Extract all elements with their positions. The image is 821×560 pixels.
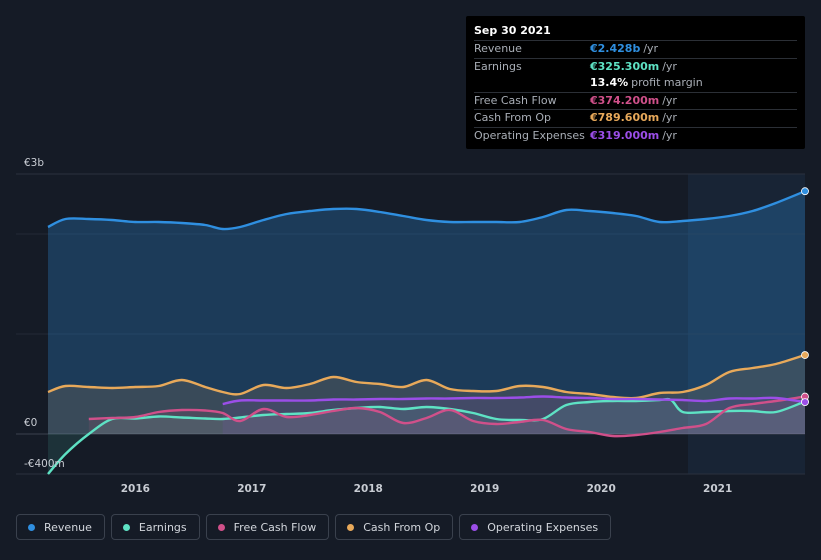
tooltip-row-value: €2.428b <box>590 42 641 55</box>
series-areas <box>48 191 806 474</box>
tooltip-row-label: Operating Expenses <box>474 128 585 142</box>
tooltip-row: Cash From Op €789.600m/yr <box>474 109 797 127</box>
tooltip-row-value: €374.200m <box>590 93 660 107</box>
earnings-line[interactable] <box>47 397 806 475</box>
x-tick-label: 2019 <box>470 483 499 495</box>
tooltip-row-unit: /yr <box>643 42 659 55</box>
earnings-area <box>48 399 805 474</box>
chart-legend: Revenue Earnings Free Cash Flow Cash From O… <box>16 514 612 542</box>
y-tick-label-top: €3b <box>24 157 44 169</box>
gridlines <box>16 173 805 475</box>
y-tick-label-zero: €0 <box>24 417 37 429</box>
legend-label: Free Cash Flow <box>233 520 317 534</box>
legend-item-operating-expenses[interactable]: Operating Expenses <box>459 514 612 540</box>
data-tooltip: Sep 30 2021 Revenue €2.428b/yr Earnings €32… <box>466 16 805 149</box>
tooltip-row-unit: /yr <box>662 111 677 124</box>
legend-item-earnings[interactable]: Earnings <box>110 514 200 540</box>
series-endpoints <box>801 187 809 407</box>
legend-item-cash-from-op[interactable]: Cash From Op <box>335 514 454 540</box>
tooltip-row-label <box>474 75 590 92</box>
operating-expenses-endpoint[interactable] <box>801 398 809 407</box>
legend-item-free-cash-flow[interactable]: Free Cash Flow <box>205 514 330 540</box>
tooltip-row-label: Revenue <box>474 42 522 55</box>
tooltip-rows: Revenue €2.428b/yr Earnings €325.300m/yr 13.… <box>474 40 797 144</box>
x-tick-label: 2017 <box>237 483 266 495</box>
series-lines <box>47 190 806 475</box>
x-tick-label: 2018 <box>354 483 383 495</box>
legend-dot-icon <box>471 523 479 531</box>
x-axis-ticks: 2016 2017 2018 2019 2020 2021 <box>121 483 733 495</box>
tooltip-row-label: Free Cash Flow <box>474 93 557 107</box>
y-tick-label-bottom: -€400m <box>24 458 65 470</box>
legend-label: Operating Expenses <box>487 520 599 534</box>
legend-item-revenue[interactable]: Revenue <box>16 514 105 540</box>
tooltip-row-label: Cash From Op <box>474 111 552 124</box>
tooltip-row-unit: /yr <box>662 93 677 107</box>
tooltip-row: Free Cash Flow €374.200m/yr <box>474 91 797 110</box>
legend-dot-icon <box>28 523 35 531</box>
tooltip-row-unit: /yr <box>662 59 677 73</box>
legend-label: Cash From Op <box>363 520 441 534</box>
revenue-endpoint[interactable] <box>801 187 809 196</box>
tooltip-row-value: €319.000m <box>590 128 660 142</box>
legend-dot-icon <box>347 523 355 531</box>
legend-dot-icon <box>122 523 130 531</box>
tooltip-row-unit: profit margin <box>631 76 703 89</box>
operating-expenses-line[interactable] <box>222 395 806 406</box>
tooltip-date: Sep 30 2021 <box>474 24 551 37</box>
legend-label: Earnings <box>138 520 187 534</box>
tooltip-row-value: €789.600m <box>590 111 660 124</box>
y-axis-ticks: €3b €0 -€400m <box>24 157 65 470</box>
tooltip-row-label: Earnings <box>474 59 522 73</box>
x-tick-label: 2021 <box>703 483 732 495</box>
operating-expenses-area <box>222 396 805 434</box>
legend-label: Revenue <box>44 520 92 534</box>
tooltip-row: Revenue €2.428b/yr <box>474 40 797 58</box>
tooltip-row: Operating Expenses €319.000m/yr <box>474 126 797 145</box>
tooltip-row: 13.4% profit margin <box>474 75 797 92</box>
tooltip-row-value: 13.4% <box>590 76 629 89</box>
x-tick-label: 2016 <box>121 483 150 495</box>
tooltip-row: Earnings €325.300m/yr <box>474 57 797 76</box>
free-cash-flow-area <box>88 396 806 437</box>
tooltip-row-value: €325.300m <box>590 59 660 73</box>
cash-from-op-endpoint[interactable] <box>801 351 809 359</box>
cash-from-op-line[interactable] <box>47 353 806 400</box>
revenue-area <box>48 191 805 434</box>
cash-from-op-area <box>48 355 805 434</box>
x-tick-label: 2020 <box>587 483 616 495</box>
tooltip-row-unit: /yr <box>662 128 677 142</box>
free-cash-flow-line[interactable] <box>88 395 806 438</box>
legend-dot-icon <box>217 523 225 531</box>
revenue-line[interactable] <box>47 190 806 231</box>
